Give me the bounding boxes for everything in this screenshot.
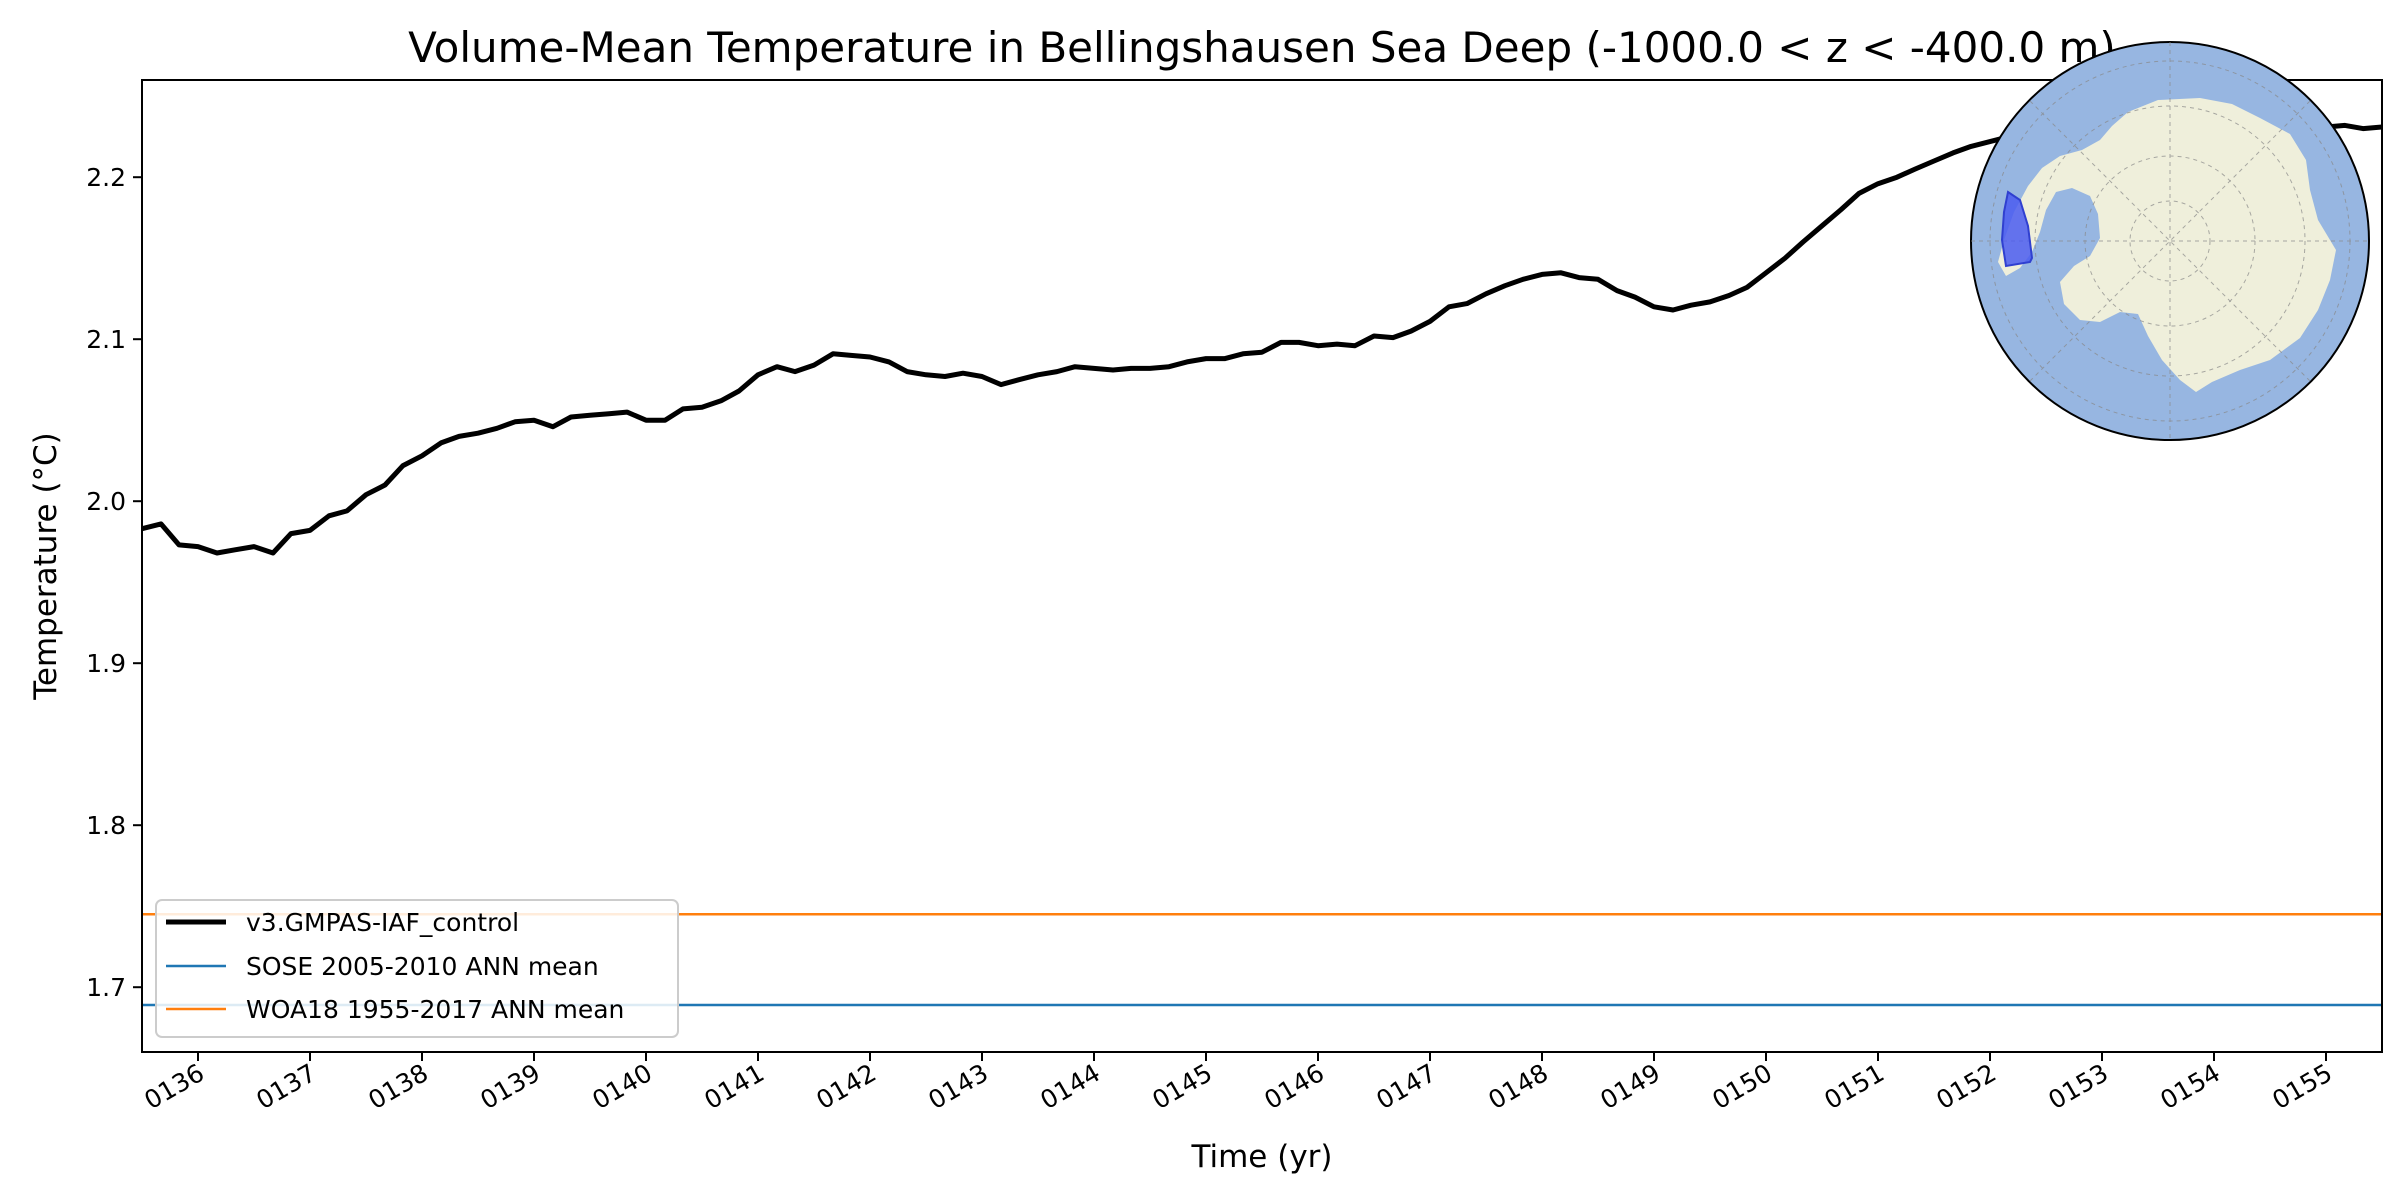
y-tick-label: 1.9: [86, 649, 126, 678]
legend: v3.GMPAS-IAF_control SOSE 2005-2010 ANN …: [155, 899, 679, 1038]
legend-label-sose: SOSE 2005-2010 ANN mean: [246, 952, 599, 981]
legend-label-woa18: WOA18 1955-2017 ANN mean: [246, 995, 624, 1024]
legend-label-control: v3.GMPAS-IAF_control: [246, 908, 519, 937]
map-graticule: [1971, 42, 2369, 440]
chart-title: Volume-Mean Temperature in Bellingshause…: [408, 23, 2116, 72]
legend-box: [155, 899, 679, 1038]
y-axis-ticks: 1.7 1.8 1.9 2.0 2.1 2.2: [86, 163, 142, 1002]
y-tick-label: 2.0: [86, 487, 126, 516]
y-tick-label: 1.8: [86, 811, 126, 840]
y-tick-label: 2.1: [86, 325, 126, 354]
inset-map-antarctica: [1970, 41, 2370, 441]
axes-frame: [141, 79, 2383, 1053]
y-axis-label: Temperature (°C): [28, 432, 64, 701]
x-axis-label: Time (yr): [1191, 1139, 1333, 1175]
bellingshausen-sea-region: [2000, 190, 2034, 268]
y-tick-label: 1.7: [86, 973, 126, 1002]
y-tick-label: 2.2: [86, 163, 126, 192]
antarctica-landmass: [1998, 98, 2336, 392]
